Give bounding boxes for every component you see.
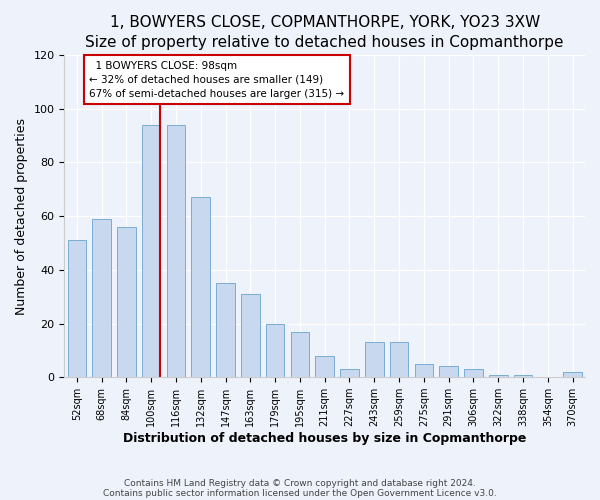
Text: 1 BOWYERS CLOSE: 98sqm
← 32% of detached houses are smaller (149)
67% of semi-de: 1 BOWYERS CLOSE: 98sqm ← 32% of detached… bbox=[89, 60, 344, 98]
Bar bbox=[68, 240, 86, 377]
Bar bbox=[316, 356, 334, 377]
Bar bbox=[439, 366, 458, 377]
Bar bbox=[216, 284, 235, 377]
Bar bbox=[290, 332, 309, 377]
Bar bbox=[92, 219, 111, 377]
Bar bbox=[340, 369, 359, 377]
X-axis label: Distribution of detached houses by size in Copmanthorpe: Distribution of detached houses by size … bbox=[123, 432, 526, 445]
Bar bbox=[167, 125, 185, 377]
Y-axis label: Number of detached properties: Number of detached properties bbox=[15, 118, 28, 314]
Bar bbox=[191, 198, 210, 377]
Title: 1, BOWYERS CLOSE, COPMANTHORPE, YORK, YO23 3XW
Size of property relative to deta: 1, BOWYERS CLOSE, COPMANTHORPE, YORK, YO… bbox=[85, 15, 564, 50]
Bar bbox=[563, 372, 582, 377]
Text: Contains public sector information licensed under the Open Government Licence v3: Contains public sector information licen… bbox=[103, 488, 497, 498]
Bar bbox=[489, 374, 508, 377]
Bar bbox=[142, 125, 160, 377]
Bar bbox=[514, 374, 532, 377]
Bar bbox=[464, 369, 483, 377]
Bar bbox=[241, 294, 260, 377]
Bar bbox=[266, 324, 284, 377]
Text: Contains HM Land Registry data © Crown copyright and database right 2024.: Contains HM Land Registry data © Crown c… bbox=[124, 478, 476, 488]
Bar bbox=[415, 364, 433, 377]
Bar bbox=[390, 342, 409, 377]
Bar bbox=[117, 227, 136, 377]
Bar bbox=[365, 342, 383, 377]
